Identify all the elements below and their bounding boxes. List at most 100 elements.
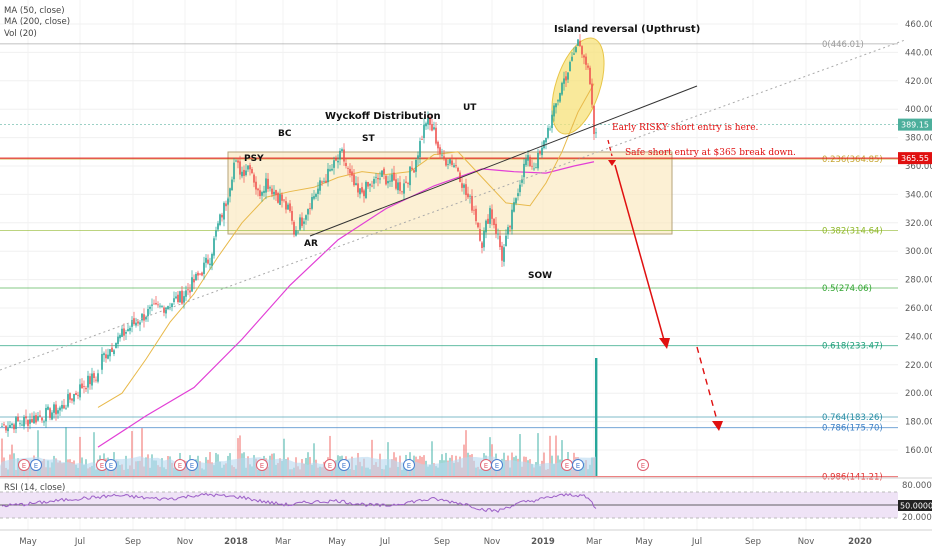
candle-body — [115, 342, 117, 349]
earnings-marker — [256, 459, 268, 471]
candle-body — [547, 127, 549, 138]
legend-ma50: MA (50, close) — [4, 6, 65, 16]
candle-body — [441, 154, 443, 156]
candle-body — [3, 424, 5, 426]
price-tick-label: 340.00 — [905, 190, 932, 200]
candle-body — [525, 159, 527, 166]
rsi-tag-box — [898, 500, 932, 511]
candle-body — [87, 375, 89, 388]
candle-body — [559, 93, 561, 102]
candle-body — [221, 214, 223, 218]
candle-body — [381, 170, 383, 177]
candle-body — [377, 177, 379, 180]
candle-body — [163, 307, 165, 313]
candle-body — [579, 40, 581, 47]
candle-body — [73, 393, 75, 402]
candle-body — [31, 419, 33, 423]
candle-body — [319, 180, 321, 191]
candle-body — [327, 168, 329, 183]
candle-body — [493, 218, 495, 226]
time-tick-label: Jul — [691, 537, 702, 547]
candle-body — [463, 184, 465, 188]
candle-body — [569, 61, 571, 72]
candle-body — [179, 291, 181, 303]
time-tick-label: 2019 — [531, 537, 555, 547]
wyckoff-title: Wyckoff Distribution — [325, 111, 441, 122]
candle-body — [75, 392, 77, 395]
candle-body — [93, 373, 95, 378]
volume-bar — [465, 430, 467, 476]
candle-body — [239, 161, 241, 175]
candle-body — [199, 273, 201, 275]
candle-body — [371, 185, 373, 187]
candle-body — [521, 179, 523, 183]
candle-body — [359, 188, 361, 195]
candle-body — [139, 322, 141, 325]
candle-body — [185, 290, 187, 297]
candle-body — [361, 187, 363, 193]
earnings-marker — [572, 459, 584, 471]
legend: MA (50, close) MA (200, close) Vol (20) … — [4, 6, 70, 493]
candle-body — [9, 424, 11, 428]
earnings-marker — [30, 459, 42, 471]
candle-body — [201, 272, 203, 276]
earnings-marker-label: E — [100, 462, 104, 470]
candle-body — [535, 167, 537, 169]
candle-body — [451, 160, 453, 165]
candle-body — [23, 417, 25, 427]
label-psy: PSY — [244, 154, 264, 164]
earnings-marker — [637, 459, 649, 471]
candle-body — [229, 188, 231, 197]
candle-body — [289, 203, 291, 212]
candle-body — [333, 160, 335, 168]
candle-body — [335, 158, 337, 161]
candle-body — [61, 404, 63, 409]
candle-body — [475, 208, 477, 222]
candle-body — [131, 320, 133, 327]
candle-body — [11, 423, 13, 426]
ma200-line — [97, 161, 595, 448]
early-entry-note: Early RISKY short entry is here. — [612, 123, 759, 133]
candle-body — [171, 303, 173, 308]
candle-body — [51, 412, 53, 420]
candle-body — [125, 332, 127, 334]
candle-body — [427, 117, 429, 125]
earnings-marker-label: E — [342, 462, 346, 470]
candle-body — [257, 188, 259, 191]
island-reversal-ellipse — [551, 37, 605, 135]
candle-body — [387, 180, 389, 184]
price-axis[interactable]: 460.00 440.00 420.00 400.00 380.00 360.00 340.… — [905, 20, 932, 456]
candle-body — [453, 165, 455, 167]
candle-body — [561, 82, 563, 95]
candle-body — [385, 175, 387, 185]
volume-spike — [595, 358, 598, 476]
candle-body — [417, 155, 419, 159]
price-tick-label: 460.00 — [905, 20, 932, 30]
candle-body — [107, 354, 109, 359]
candle-body — [339, 150, 341, 160]
time-tick-label: Sep — [745, 537, 761, 547]
candle-body — [147, 309, 149, 317]
candle-body — [259, 190, 261, 197]
candle-body — [117, 336, 119, 344]
candle-body — [41, 417, 43, 421]
candle-body — [19, 423, 21, 425]
candle-body — [137, 321, 139, 324]
candle-body — [365, 182, 367, 198]
candle-body — [469, 195, 471, 197]
candle-body — [593, 105, 595, 135]
time-axis[interactable]: May Jul Sep Nov 2018 Mar May Jul Sep Nov 2019 Mar Ma… — [0, 529, 932, 547]
candle-body — [95, 379, 97, 381]
volume-bar — [549, 435, 551, 476]
candle-body — [105, 354, 107, 359]
candle-body — [459, 172, 461, 182]
fib-label: 0.786(175.70) — [822, 424, 883, 434]
candle-body — [481, 242, 483, 248]
candle-body — [533, 168, 535, 170]
candle-body — [161, 306, 163, 307]
candle-body — [393, 172, 395, 181]
candle-body — [543, 140, 545, 149]
candle-body — [591, 83, 593, 105]
